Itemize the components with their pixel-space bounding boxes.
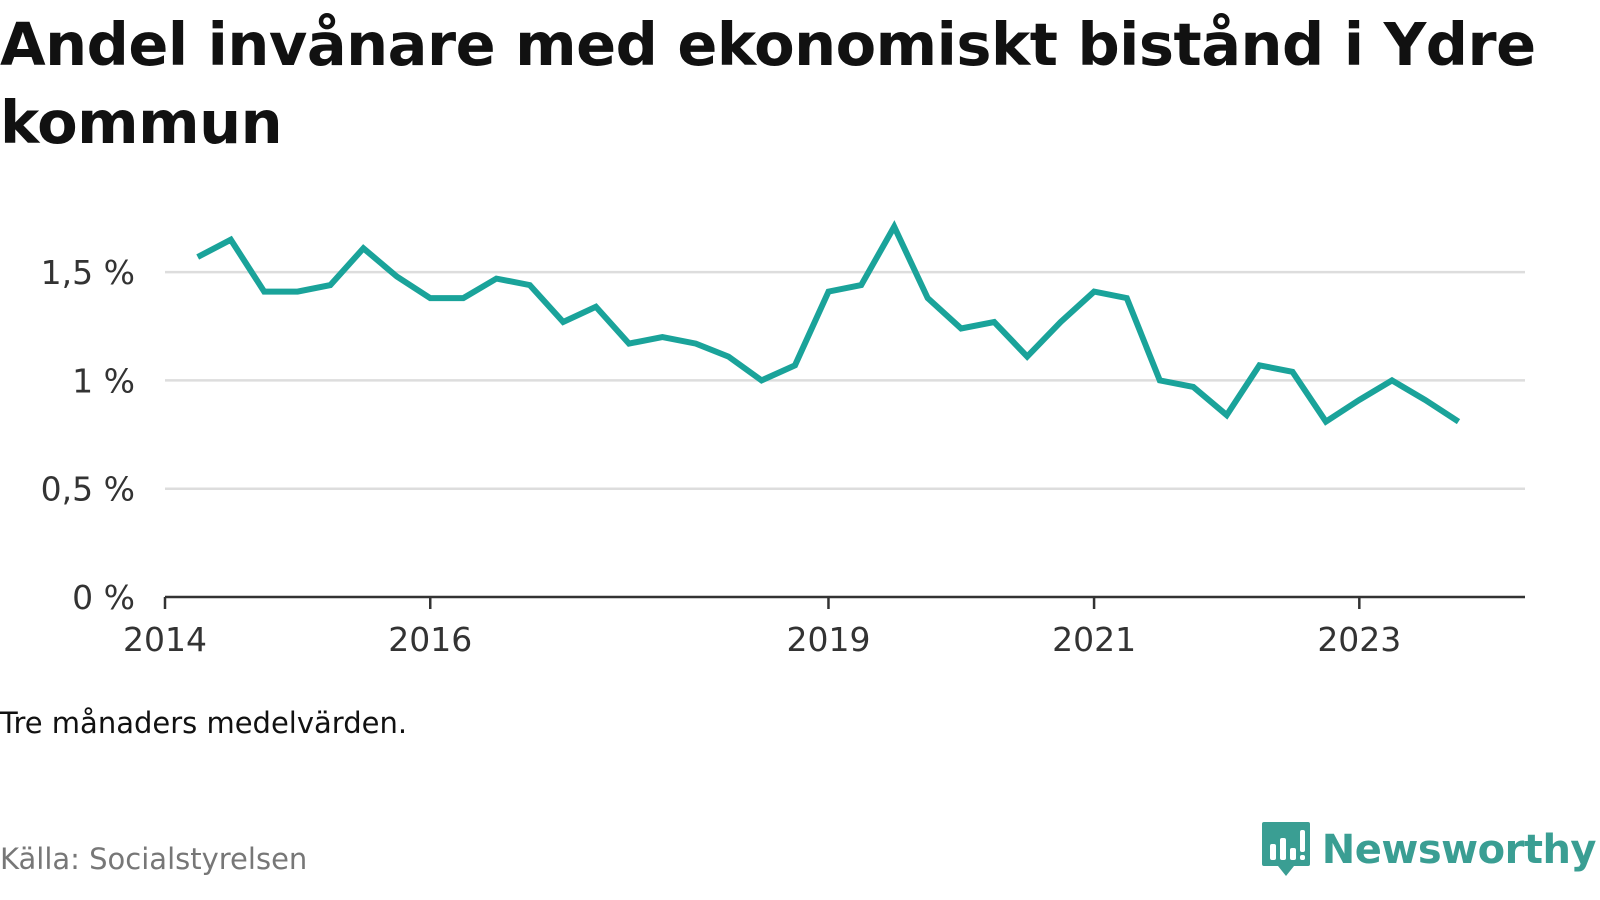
x-tick-label: 2023 — [1317, 620, 1401, 659]
x-axis: 2014 2016 2019 2021 2023 — [123, 595, 1525, 659]
y-tick-label: 0 % — [72, 578, 135, 617]
brand-name: Newsworthy — [1321, 827, 1597, 873]
series-lines — [196, 220, 1461, 426]
y-tick-label: 1 % — [72, 361, 135, 400]
x-tick-label: 2021 — [1052, 620, 1136, 659]
y-tick-label: 1,5 % — [41, 253, 135, 292]
x-tick-label: 2019 — [786, 620, 870, 659]
chart-note: Tre månaders medelvärden. — [0, 706, 408, 740]
gridlines — [165, 270, 1525, 490]
series-line — [196, 220, 1461, 426]
chart-title: Andel invånare med ekonomiskt bistånd i … — [0, 10, 1536, 157]
x-tick-label: 2014 — [123, 620, 207, 659]
y-tick-label: 0,5 % — [41, 470, 135, 509]
newsworthy-logo-icon — [1261, 822, 1310, 876]
x-tick-label: 2016 — [388, 620, 472, 659]
y-axis: 0 % 0,5 % 1 % 1,5 % — [41, 253, 135, 617]
brand-logo[interactable]: Newsworthy — [1260, 820, 1597, 880]
source-credit: Källa: Socialstyrelsen — [0, 842, 308, 876]
